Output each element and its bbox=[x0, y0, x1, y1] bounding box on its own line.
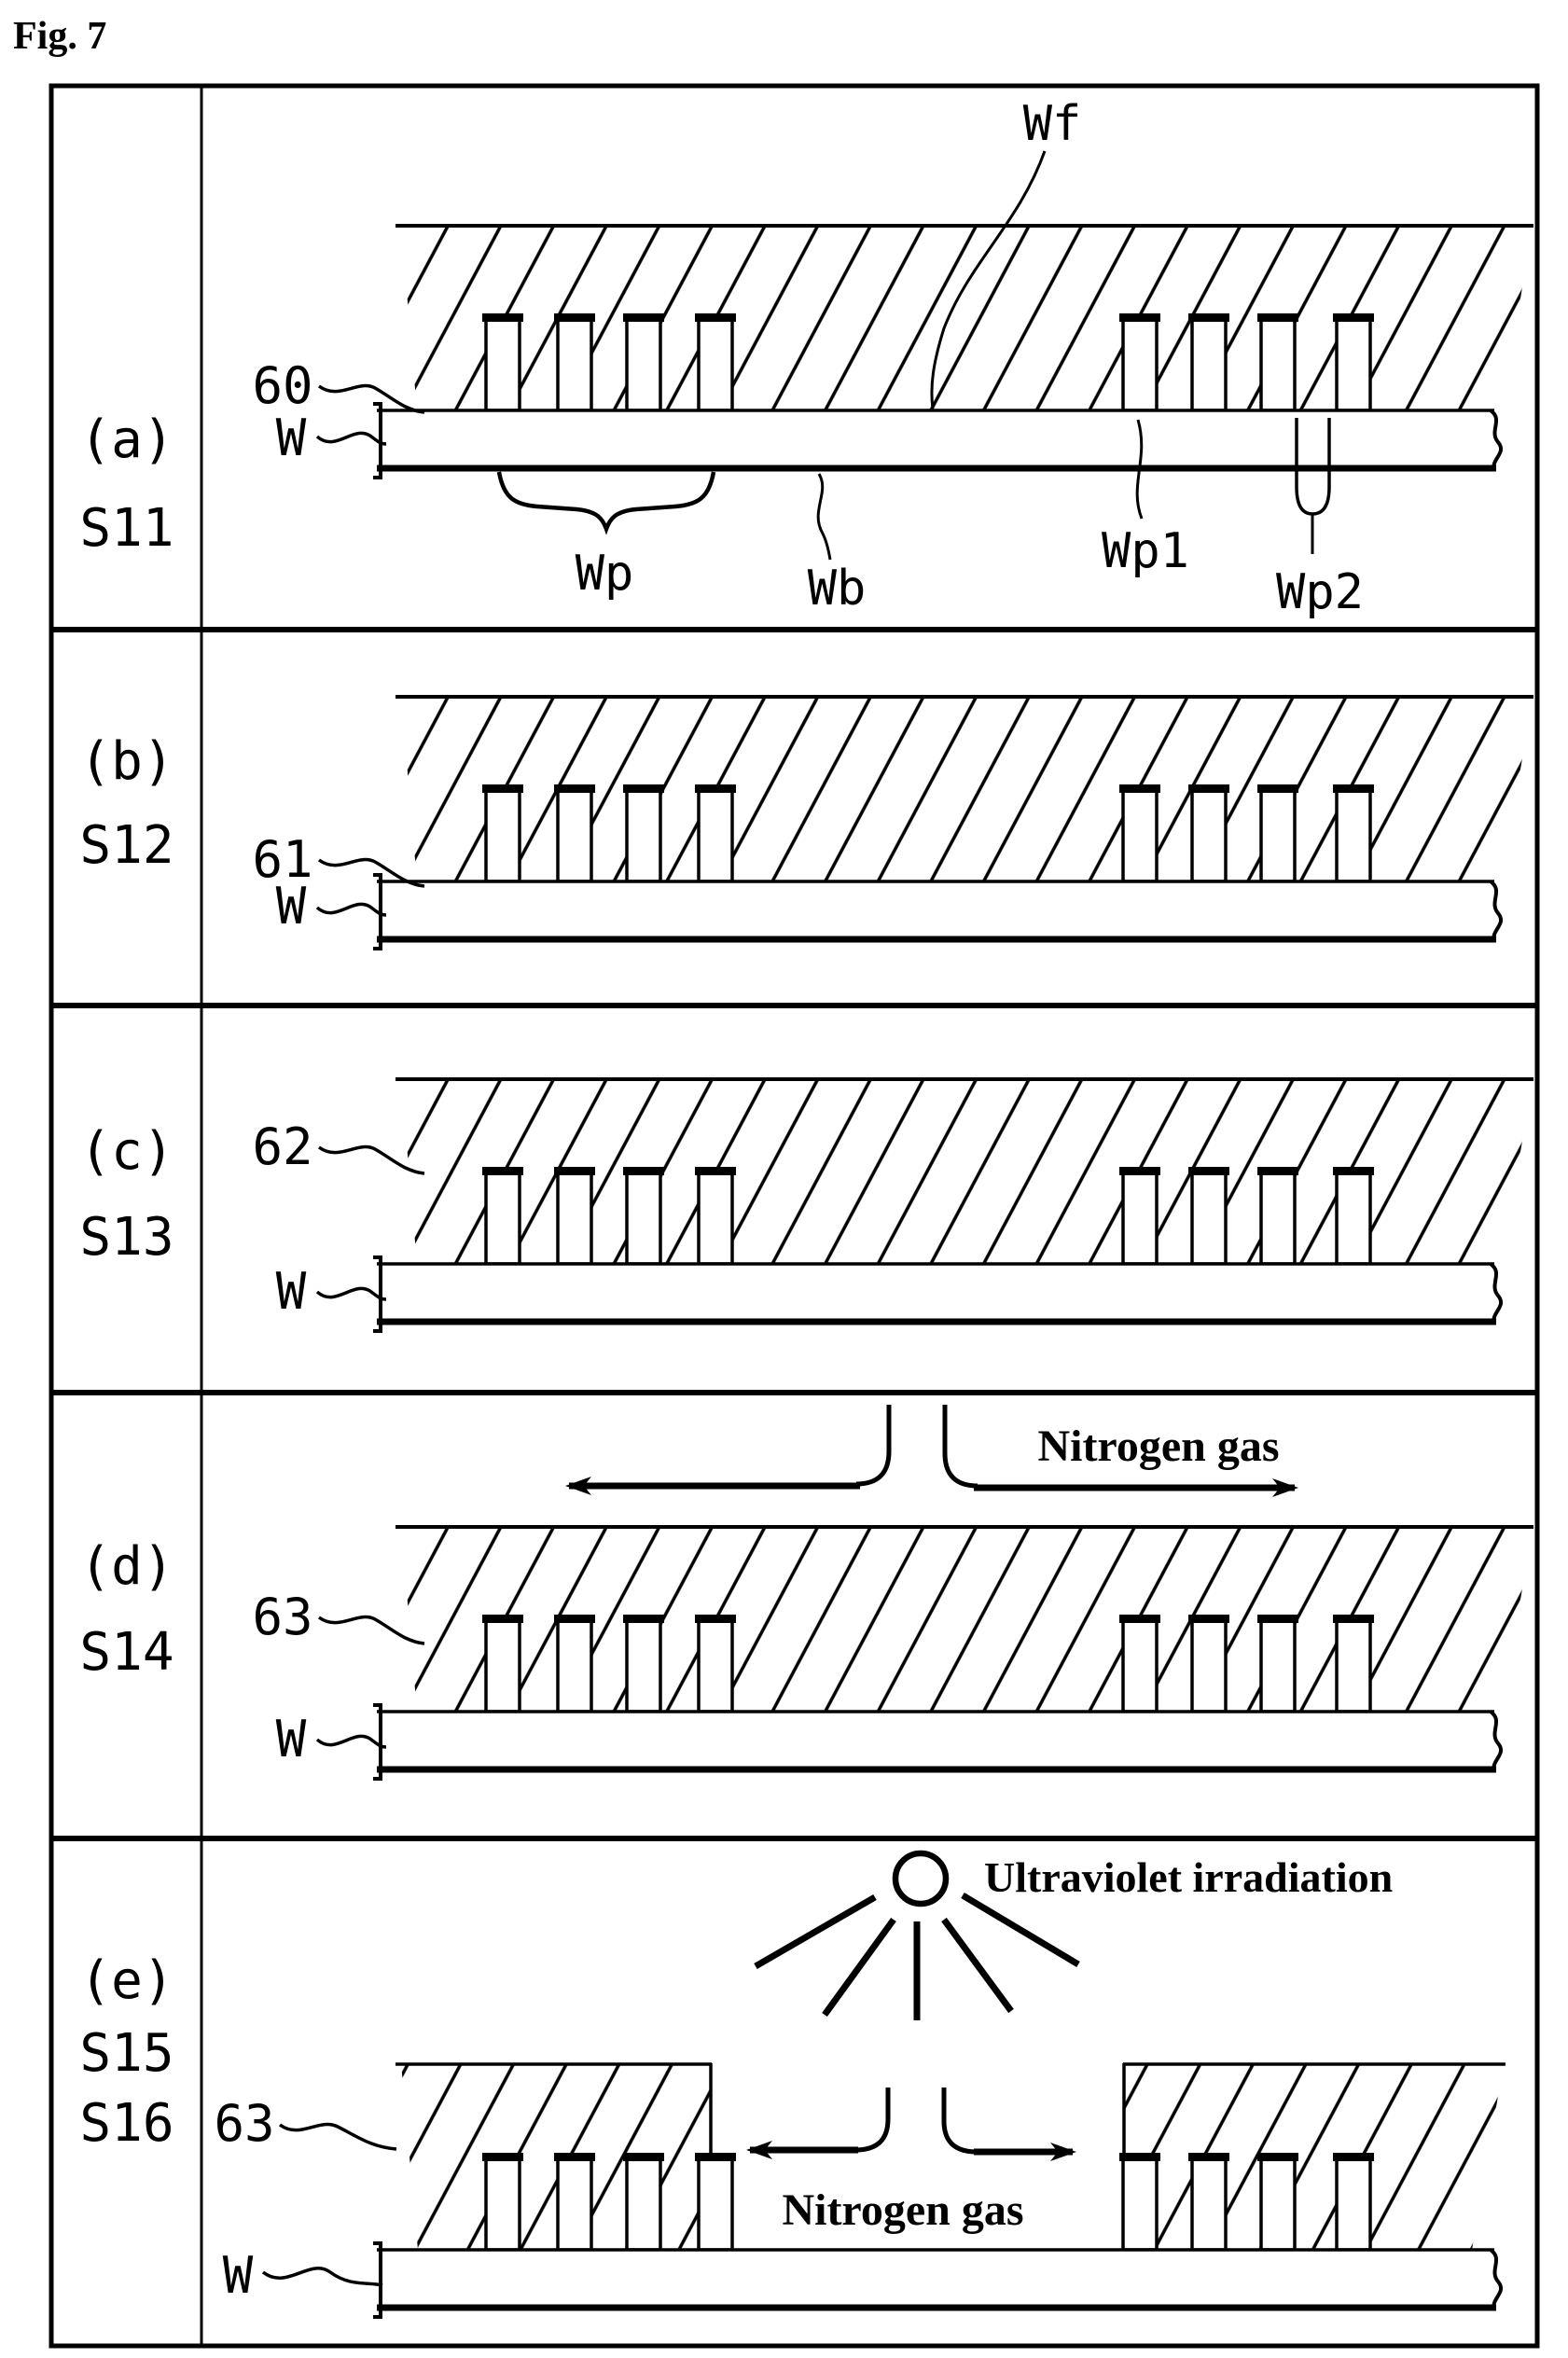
figure-frame bbox=[49, 83, 1540, 2349]
panel-b-label: (b) bbox=[79, 731, 173, 792]
panel-a: (a) S11 60 W Wf Wp Wb Wp1 Wp2 bbox=[79, 96, 1533, 620]
wafer-stack-a bbox=[373, 226, 1533, 479]
gas-pipe-left-e bbox=[854, 2088, 891, 2153]
layer-60-label: 60 bbox=[252, 356, 312, 415]
panel-d: (d) S14 63 W Nitrogen gas bbox=[79, 1405, 1533, 1781]
panel-d-label: (d) bbox=[79, 1536, 173, 1597]
wafer-w-label-e: W bbox=[223, 2246, 254, 2305]
line-wp1-leader bbox=[1135, 419, 1144, 520]
uv-rays-icon bbox=[754, 1892, 1080, 2020]
film-wf-label: Wf bbox=[1023, 96, 1082, 152]
wafer-stack-c bbox=[373, 1079, 1533, 1333]
layer-62-label: 62 bbox=[252, 1117, 312, 1176]
resist-block-right bbox=[1124, 2063, 1504, 2250]
gas-pipe-right-e bbox=[941, 2088, 978, 2155]
panel-b: (b) S12 61 W bbox=[79, 697, 1533, 950]
panel-d-step: S14 bbox=[79, 1622, 173, 1683]
wafer-stack-d bbox=[373, 1527, 1533, 1781]
ultraviolet-label: Ultraviolet irradiation bbox=[984, 1853, 1393, 1901]
substrate-e bbox=[373, 2241, 1501, 2319]
wafer-w-leader-e bbox=[261, 2267, 383, 2287]
panel-a-label: (a) bbox=[79, 409, 173, 470]
wafer-w-label-b: W bbox=[276, 877, 307, 936]
nitrogen-gas-label-d: Nitrogen gas bbox=[1037, 1422, 1279, 1471]
panel-b-step: S12 bbox=[79, 815, 173, 876]
nitrogen-gas-label-e: Nitrogen gas bbox=[782, 2185, 1023, 2235]
gas-pipe-left-d bbox=[855, 1405, 892, 1487]
recess-wp2-label: Wp2 bbox=[1276, 564, 1364, 620]
layer-62-leader bbox=[317, 1144, 425, 1175]
line-wp1-label: Wp1 bbox=[1102, 523, 1189, 579]
layer-61-label: 61 bbox=[252, 830, 312, 889]
panel-e-label: (e) bbox=[79, 1950, 173, 2011]
pattern-wp-brace bbox=[496, 471, 716, 535]
layer-63-label-d: 63 bbox=[252, 1588, 312, 1646]
uv-lamp-icon bbox=[892, 1850, 950, 1907]
layer-63-label-e: 63 bbox=[214, 2094, 274, 2153]
panel-c-step: S13 bbox=[79, 1207, 173, 1268]
layer-63-leader-d bbox=[317, 1615, 425, 1645]
wafer-stack-b bbox=[373, 697, 1533, 950]
gas-pipe-right-d bbox=[942, 1405, 978, 1489]
panel-e-step-s15: S15 bbox=[79, 2023, 173, 2084]
panel-c: (c) S13 62 W bbox=[79, 1079, 1533, 1333]
panel-e: (e) S15 S16 63 W Ultraviolet irradiation bbox=[79, 1850, 1506, 2319]
wafer-w-leader-d bbox=[315, 1734, 387, 1749]
wafer-w-leader-b bbox=[315, 902, 387, 917]
pattern-wp-label: Wp bbox=[576, 546, 634, 602]
back-wb-label: Wb bbox=[808, 561, 867, 617]
layer-61-leader bbox=[317, 857, 425, 888]
wafer-w-leader-a bbox=[315, 431, 387, 446]
panel-a-step: S11 bbox=[79, 498, 173, 559]
layer-60-leader bbox=[317, 383, 425, 414]
panel-c-label: (c) bbox=[79, 1121, 173, 1182]
figure-title: Fig. 7 bbox=[13, 15, 106, 58]
layer-63-leader-e bbox=[278, 2122, 397, 2151]
wafer-w-label-a: W bbox=[276, 409, 307, 467]
wafer-w-leader-c bbox=[315, 1286, 387, 1301]
wafer-w-label-c: W bbox=[276, 1262, 307, 1321]
wafer-w-label-d: W bbox=[276, 1710, 307, 1768]
film-wf-leader bbox=[930, 150, 1047, 409]
panel-e-step-s16: S16 bbox=[79, 2093, 173, 2154]
back-wb-leader bbox=[816, 473, 832, 561]
